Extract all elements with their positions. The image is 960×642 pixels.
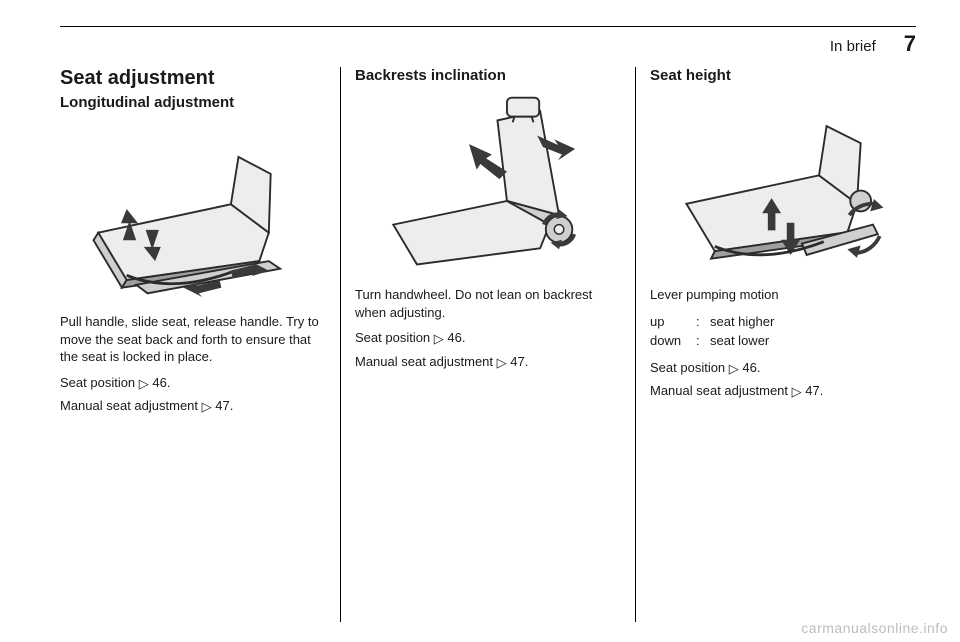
xref-page: 46. — [742, 360, 760, 375]
xref-seat-position: Seat position ▷ 46. — [355, 329, 621, 347]
xref-icon: ▷ — [434, 330, 444, 348]
definition-list: up : seat higher down : seat lower — [650, 312, 916, 351]
xref-page: 46. — [447, 330, 465, 345]
section-title: Seat adjustment — [60, 67, 326, 90]
def-colon: : — [696, 312, 710, 332]
xref-page: 46. — [152, 375, 170, 390]
xref-manual-adjust: Manual seat adjustment ▷ 47. — [355, 353, 621, 371]
xref-page: 47. — [805, 383, 823, 398]
xref-page: 47. — [510, 354, 528, 369]
def-colon: : — [696, 331, 710, 351]
content-columns: Seat adjustment Longitudinal adjustment — [60, 67, 916, 622]
subsection-title: Longitudinal adjustment — [60, 94, 326, 111]
body-text: Lever pumping motion — [650, 286, 916, 304]
xref-label: Manual seat adjustment — [60, 398, 202, 413]
column-3: Seat height — [636, 67, 916, 622]
manual-page: In brief 7 Seat adjustment Longitudinal … — [0, 0, 960, 642]
chapter-title: In brief — [830, 38, 876, 55]
column-1: Seat adjustment Longitudinal adjustment — [60, 67, 341, 622]
def-key: up — [650, 312, 696, 332]
xref-seat-position: Seat position ▷ 46. — [650, 359, 916, 377]
xref-manual-adjust: Manual seat adjustment ▷ 47. — [650, 382, 916, 400]
xref-label: Manual seat adjustment — [650, 383, 792, 398]
xref-label: Seat position — [355, 330, 434, 345]
xref-manual-adjust: Manual seat adjustment ▷ 47. — [60, 397, 326, 415]
xref-label: Seat position — [60, 375, 139, 390]
page-number: 7 — [904, 31, 916, 57]
xref-icon: ▷ — [139, 375, 149, 393]
xref-icon: ▷ — [497, 354, 507, 372]
def-value: seat lower — [710, 331, 769, 351]
illustration-backrest — [355, 92, 621, 272]
def-key: down — [650, 331, 696, 351]
header-rule — [60, 26, 916, 27]
body-text: Pull handle, slide seat, release handle.… — [60, 313, 326, 366]
body-text: Turn handwheel. Do not lean on backrest … — [355, 286, 621, 321]
watermark: carmanualsonline.info — [801, 620, 948, 636]
xref-seat-position: Seat position ▷ 46. — [60, 374, 326, 392]
def-value: seat higher — [710, 312, 774, 332]
xref-icon: ▷ — [202, 398, 212, 416]
xref-label: Seat position — [650, 360, 729, 375]
subsection-title: Seat height — [650, 67, 916, 84]
def-row-down: down : seat lower — [650, 331, 916, 351]
xref-page: 47. — [215, 398, 233, 413]
column-2: Backrests inclination — [341, 67, 636, 622]
illustration-longitudinal — [60, 119, 326, 299]
running-header: In brief 7 — [60, 31, 916, 57]
illustration-seat-height — [650, 92, 916, 272]
xref-label: Manual seat adjustment — [355, 354, 497, 369]
xref-icon: ▷ — [792, 383, 802, 401]
xref-icon: ▷ — [729, 360, 739, 378]
subsection-title: Backrests inclination — [355, 67, 621, 84]
def-row-up: up : seat higher — [650, 312, 916, 332]
